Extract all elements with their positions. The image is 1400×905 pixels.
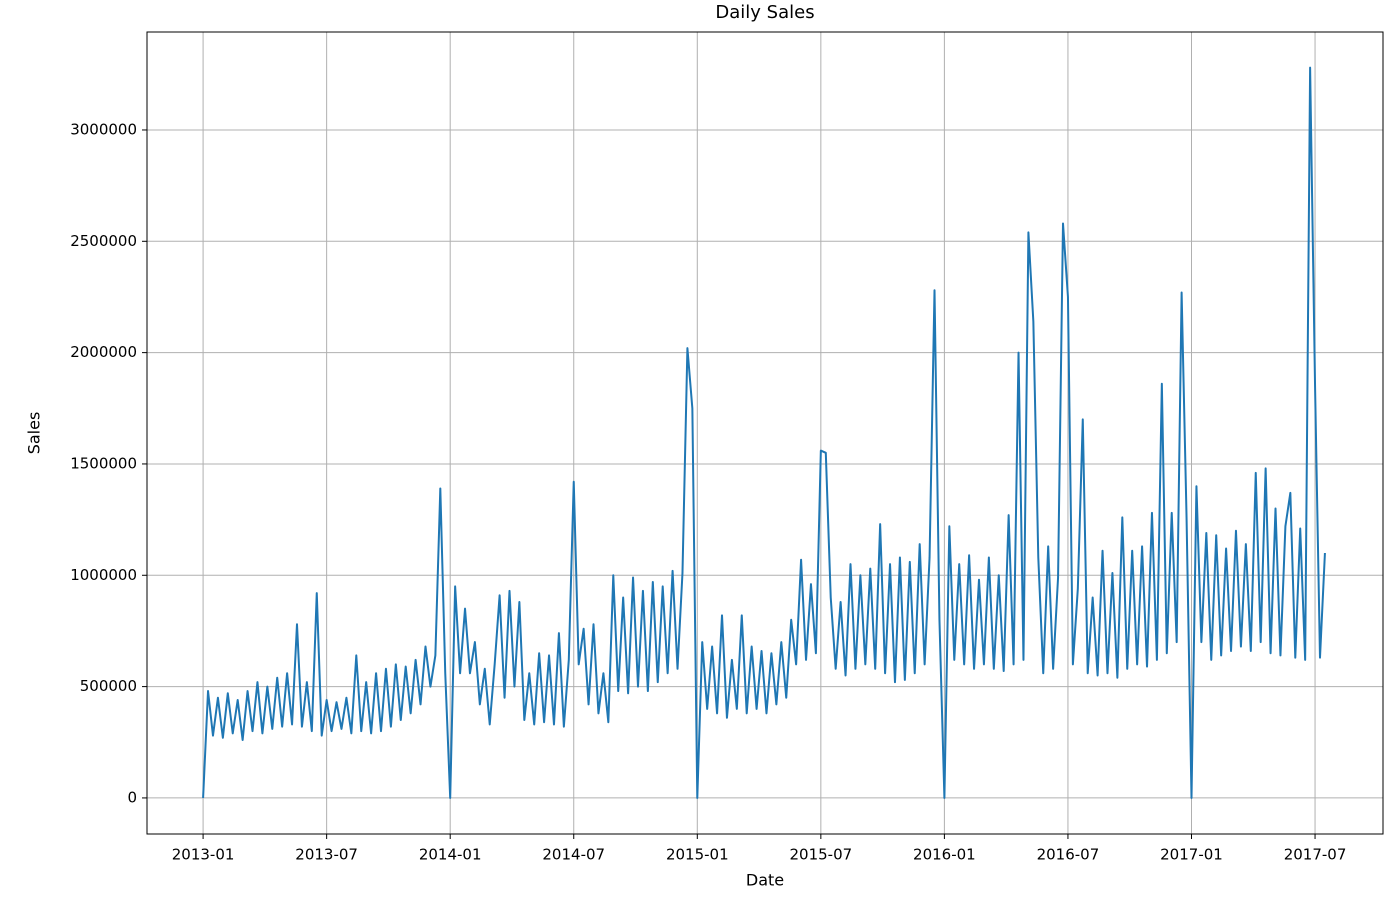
x-tick-label: 2017-01 bbox=[1160, 846, 1223, 864]
sales-line bbox=[202, 66, 1326, 799]
y-tick-label: 2500000 bbox=[70, 232, 137, 250]
x-tick-label: 2016-07 bbox=[1037, 846, 1100, 864]
chart-title: Daily Sales bbox=[715, 2, 814, 23]
y-tick-label: 3000000 bbox=[70, 120, 137, 138]
x-tick-label: 2013-07 bbox=[295, 846, 358, 864]
x-tick-label: 2015-07 bbox=[790, 846, 853, 864]
x-tick-label: 2013-01 bbox=[172, 846, 235, 864]
x-tick-label: 2016-01 bbox=[913, 846, 976, 864]
x-tick-label: 2015-01 bbox=[666, 846, 729, 864]
y-tick-label: 1500000 bbox=[70, 454, 137, 472]
x-tick-label: 2014-07 bbox=[542, 846, 605, 864]
y-tick-label: 2000000 bbox=[70, 343, 137, 361]
x-tick-label: 2017-07 bbox=[1284, 846, 1347, 864]
x-tick-label: 2014-01 bbox=[419, 846, 482, 864]
x-axis-label: Date bbox=[746, 871, 784, 890]
y-axis-label: Sales bbox=[25, 412, 44, 455]
y-tick-label: 0 bbox=[127, 788, 137, 806]
y-tick-label: 500000 bbox=[80, 677, 137, 695]
y-tick-label: 1000000 bbox=[70, 566, 137, 584]
plot-frame bbox=[146, 31, 1384, 835]
